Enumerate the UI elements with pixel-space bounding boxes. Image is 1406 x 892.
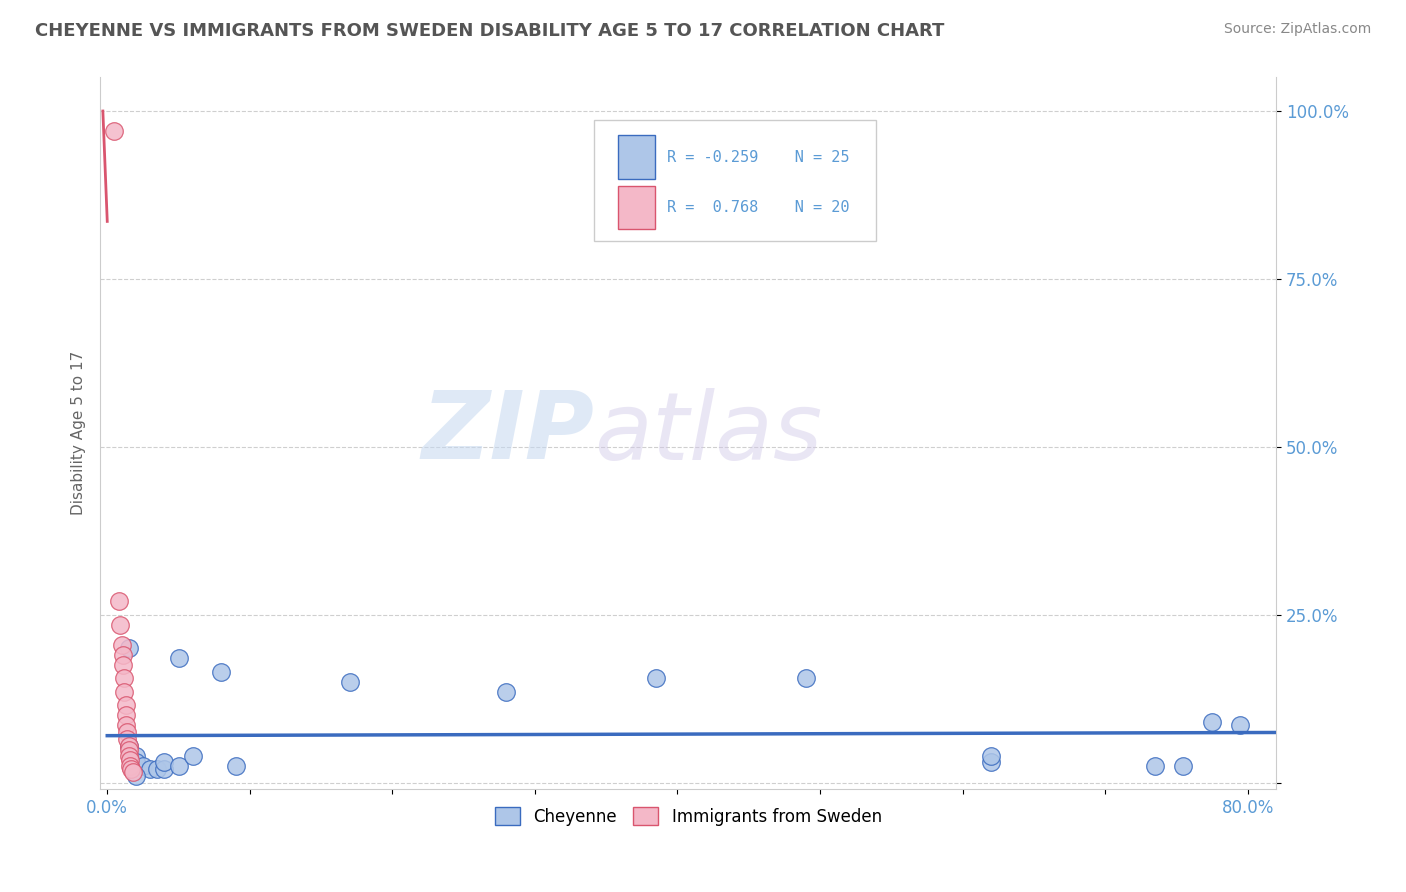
Y-axis label: Disability Age 5 to 17: Disability Age 5 to 17 xyxy=(72,351,86,516)
Point xyxy=(1143,758,1166,772)
Point xyxy=(112,685,135,699)
Point xyxy=(146,762,169,776)
Point xyxy=(111,658,134,673)
Point xyxy=(645,672,668,686)
Point xyxy=(107,594,129,608)
Legend: Cheyenne, Immigrants from Sweden: Cheyenne, Immigrants from Sweden xyxy=(486,799,890,834)
Point xyxy=(339,674,361,689)
Text: R = -0.259    N = 25: R = -0.259 N = 25 xyxy=(666,150,849,165)
Point xyxy=(153,762,176,776)
Point xyxy=(153,756,176,770)
Point xyxy=(112,672,135,686)
Point xyxy=(132,758,155,772)
Text: R =  0.768    N = 20: R = 0.768 N = 20 xyxy=(666,200,849,215)
Point xyxy=(209,665,232,679)
Point xyxy=(117,748,139,763)
Text: ZIP: ZIP xyxy=(422,387,595,479)
Point xyxy=(980,748,1002,763)
Point xyxy=(120,753,142,767)
Point xyxy=(114,708,136,723)
Point xyxy=(115,725,138,739)
Point xyxy=(225,758,247,772)
Point xyxy=(115,731,138,746)
FancyBboxPatch shape xyxy=(595,120,876,241)
Point xyxy=(121,762,143,776)
Text: Source: ZipAtlas.com: Source: ZipAtlas.com xyxy=(1223,22,1371,37)
Point xyxy=(117,739,139,753)
Point xyxy=(794,672,817,686)
Point xyxy=(103,124,125,138)
Point xyxy=(125,769,148,783)
Point xyxy=(114,698,136,713)
Point xyxy=(110,638,132,652)
Point xyxy=(139,762,162,776)
Point xyxy=(125,748,148,763)
FancyBboxPatch shape xyxy=(617,186,655,229)
Point xyxy=(122,765,145,780)
Text: atlas: atlas xyxy=(595,388,823,479)
Point xyxy=(167,758,190,772)
Point xyxy=(1173,758,1195,772)
FancyBboxPatch shape xyxy=(617,136,655,179)
Point xyxy=(167,651,190,665)
Point xyxy=(120,758,142,772)
Point xyxy=(980,756,1002,770)
Point xyxy=(114,718,136,732)
Point xyxy=(111,648,134,662)
Point xyxy=(108,617,131,632)
Point xyxy=(495,685,517,699)
Point xyxy=(117,641,139,656)
Point xyxy=(1201,714,1223,729)
Point xyxy=(125,756,148,770)
Point xyxy=(181,748,204,763)
Point xyxy=(117,739,139,753)
Point xyxy=(1229,718,1251,732)
Point xyxy=(117,743,139,757)
Text: CHEYENNE VS IMMIGRANTS FROM SWEDEN DISABILITY AGE 5 TO 17 CORRELATION CHART: CHEYENNE VS IMMIGRANTS FROM SWEDEN DISAB… xyxy=(35,22,945,40)
